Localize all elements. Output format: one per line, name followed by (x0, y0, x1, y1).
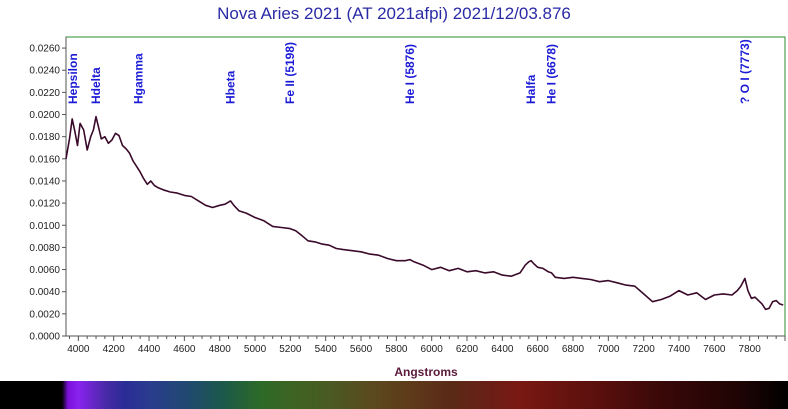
line-id-label: Hdelta (89, 67, 103, 104)
y-tick-label: 0.0160 (29, 154, 60, 165)
x-axis-title: Angstroms (394, 365, 458, 379)
line-id-label: He I (5876) (403, 44, 417, 104)
x-tick-label: 4200 (103, 344, 126, 355)
x-axis-ticks: 4000 4200 4400 4600 4800 5000 5200 5400 5600 5800… (67, 336, 786, 355)
y-tick-label: 0.0120 (29, 199, 60, 210)
y-tick-label: 0.0060 (29, 265, 60, 276)
x-tick-label: 7000 (597, 344, 620, 355)
x-tick-label: 5800 (385, 344, 408, 355)
y-tick-label: 0.0200 (29, 110, 60, 121)
y-tick-label: 0.0240 (29, 66, 60, 77)
x-tick-label: 4600 (173, 344, 196, 355)
x-tick-label: 6200 (456, 344, 479, 355)
y-tick-label: 0.0220 (29, 88, 60, 99)
line-id-label: Hgamma (131, 53, 145, 104)
x-tick-label: 6800 (562, 344, 585, 355)
x-tick-label: 6000 (421, 344, 444, 355)
x-tick-label: 5400 (315, 344, 338, 355)
line-id-label: Hbeta (224, 70, 238, 104)
line-id-label: Halfa (524, 74, 538, 104)
y-tick-label: 0.0180 (29, 132, 60, 143)
line-id-label: Fe II (5198) (283, 42, 297, 104)
y-tick-label: 0.0260 (29, 44, 60, 55)
y-axis-ticks: 0.0000 0.0020 0.0040 0.0060 0.0080 0.0100 0.01… (29, 44, 66, 343)
x-tick-label: 6600 (527, 344, 550, 355)
x-tick-label: 6400 (491, 344, 514, 355)
x-tick-label: 4800 (209, 344, 232, 355)
x-tick-label: 7400 (668, 344, 691, 355)
x-tick-label: 5200 (279, 344, 302, 355)
color-spectrum-strip (0, 381, 788, 409)
x-tick-label: 4400 (138, 344, 161, 355)
line-id-label: Hepsilon (66, 53, 80, 104)
y-tick-label: 0.0000 (29, 332, 60, 343)
x-tick-label: 7200 (633, 344, 656, 355)
y-tick-label: 0.0100 (29, 221, 60, 232)
line-id-annotations: Hepsilon Hdelta Hgamma Hbeta Fe II (5198) He … (66, 39, 752, 104)
x-tick-label: 7800 (739, 344, 762, 355)
chart-title: Nova Aries 2021 (AT 2021afpi) 2021/12/03… (217, 4, 571, 23)
y-tick-label: 0.0140 (29, 176, 60, 187)
line-id-label: ? O I (7773) (738, 39, 752, 104)
x-tick-label: 5000 (244, 344, 267, 355)
spectrum-series-line (65, 115, 784, 311)
y-tick-label: 0.0040 (29, 287, 60, 298)
x-tick-label: 5600 (350, 344, 373, 355)
y-tick-label: 0.0080 (29, 243, 60, 254)
x-tick-label: 4000 (67, 344, 90, 355)
line-id-label: He I (6678) (545, 44, 559, 104)
x-tick-label: 7600 (703, 344, 726, 355)
y-tick-label: 0.0020 (29, 309, 60, 320)
